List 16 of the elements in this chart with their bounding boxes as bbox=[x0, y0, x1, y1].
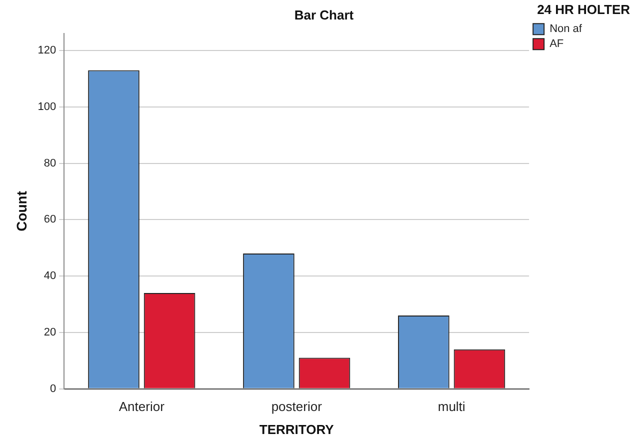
y-tick-label: 0 bbox=[50, 382, 56, 395]
y-tick-label: 120 bbox=[38, 44, 56, 57]
legend-label: AF bbox=[550, 38, 564, 50]
y-axis-title: Count bbox=[13, 190, 30, 232]
x-tick-label: multi bbox=[438, 399, 466, 414]
x-axis-title: TERRITORY bbox=[259, 422, 334, 437]
y-tick-label: 60 bbox=[44, 214, 56, 226]
y-tick-label: 80 bbox=[44, 157, 56, 170]
y-tick-label: 40 bbox=[44, 270, 56, 282]
legend-label: Non af bbox=[550, 23, 583, 36]
legend-title: 24 HR HOLTER bbox=[537, 2, 631, 18]
y-tick-label: 20 bbox=[44, 326, 56, 338]
chart-title: Bar Chart bbox=[294, 7, 354, 22]
x-tick-label: posterior bbox=[271, 399, 323, 414]
y-tick-label: 100 bbox=[38, 100, 56, 113]
x-tick-label: Anterior bbox=[118, 399, 166, 414]
